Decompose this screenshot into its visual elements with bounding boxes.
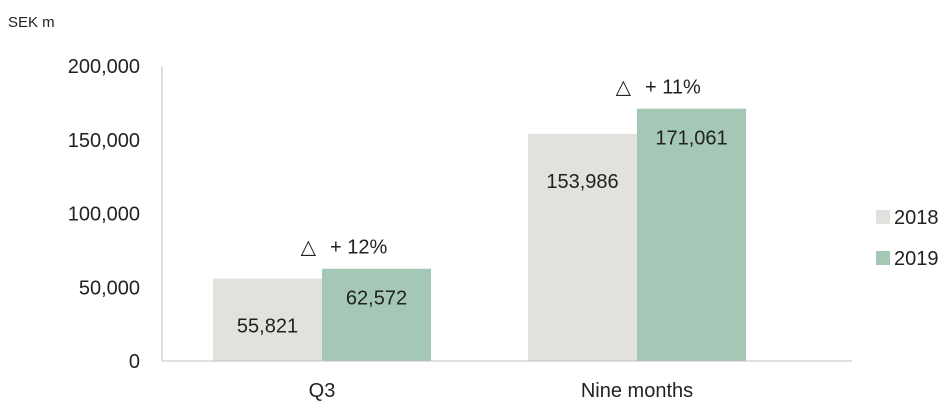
bar-2019-1 (637, 108, 746, 361)
data-label: 171,061 (655, 128, 727, 150)
bars (213, 108, 746, 361)
change-label: + 11% (645, 77, 701, 99)
legend-swatch (876, 251, 890, 265)
y-tick-label: 0 (129, 351, 140, 373)
legend-swatch (876, 210, 890, 224)
bar-2019-0 (322, 268, 431, 361)
change-annotation: △ + 11% (616, 77, 701, 99)
data-label: 62,572 (346, 288, 407, 310)
change-label: + 12% (330, 237, 387, 259)
delta-icon: △ (301, 237, 317, 259)
y-tick-label: 200,000 (68, 56, 140, 78)
change-annotations: △ + 12% △ + 11% (301, 77, 701, 259)
data-label: 153,986 (546, 171, 618, 193)
legend: 2018 2019 (876, 207, 939, 270)
data-labels: 55,821 62,572 153,986 171,061 (237, 128, 728, 338)
y-axis: 0 50,000 100,000 150,000 200,000 (68, 56, 140, 373)
y-tick-label: 100,000 (68, 204, 140, 226)
x-axis-categories: Q3 Nine months (309, 380, 693, 402)
legend-label: 2019 (894, 248, 939, 270)
delta-icon: △ (616, 77, 632, 99)
data-label: 55,821 (237, 316, 298, 338)
legend-label: 2018 (894, 207, 939, 229)
x-category-label: Q3 (309, 380, 336, 402)
change-annotation: △ + 12% (301, 237, 388, 259)
y-tick-label: 150,000 (68, 130, 140, 152)
y-tick-label: 50,000 (79, 277, 140, 299)
bar-2018-1 (528, 133, 637, 361)
unit-label: SEK m (8, 14, 55, 31)
bar-2018-0 (213, 278, 322, 361)
x-category-label: Nine months (581, 380, 693, 402)
